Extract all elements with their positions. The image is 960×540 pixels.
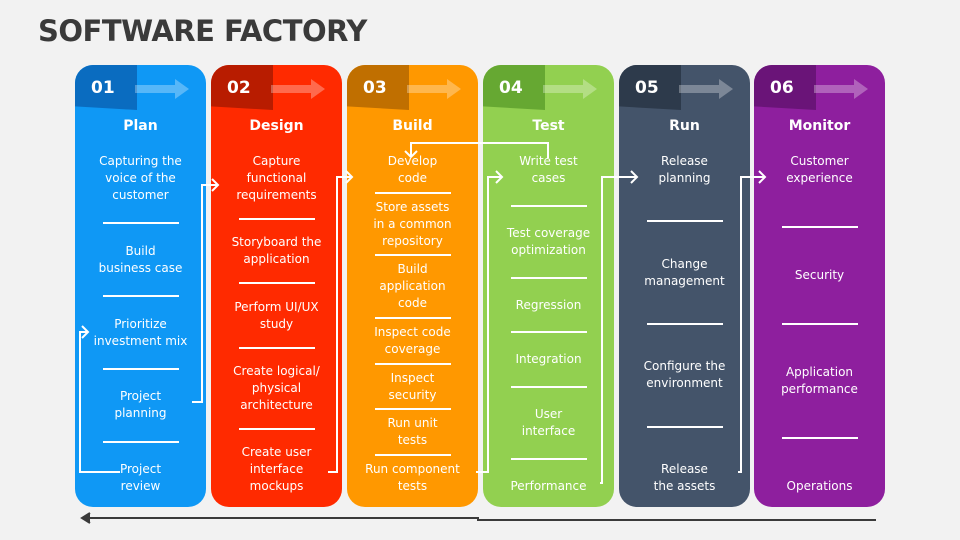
divider [374, 408, 451, 411]
stage-item: Inspect security [388, 370, 437, 402]
stage-name: Monitor [788, 118, 851, 134]
divider [374, 454, 451, 457]
arrow-right-icon [814, 79, 868, 99]
stage-item: Run component tests [365, 461, 460, 493]
stage-item: Run unit tests [387, 416, 438, 448]
divider [646, 322, 723, 325]
stage-header [347, 65, 409, 110]
divider [510, 386, 587, 389]
stage-name: Design [249, 118, 304, 134]
divider [510, 204, 587, 207]
divider [646, 425, 723, 428]
stage-header [75, 65, 137, 110]
divider [102, 295, 179, 298]
arrow-right-icon [679, 79, 733, 99]
divider [374, 317, 451, 320]
stage-item: User interface [521, 407, 576, 439]
stage-item: Customer experience [786, 154, 853, 185]
divider [102, 367, 179, 370]
divider [510, 331, 587, 334]
stage-column-design: 02 Design Capture functional requirements… [211, 65, 342, 507]
stage-item: Create user interface mockups [241, 445, 312, 493]
stage-item: Inspect code coverage [374, 324, 451, 356]
stage-item: Storyboard the application [231, 235, 322, 267]
stage-item: Build application code [379, 262, 446, 311]
stage-column-monitor: 06 Monitor Customer experience Security App… [754, 65, 885, 507]
stage-header [211, 65, 273, 110]
arrow-right-icon [407, 79, 461, 99]
arrow-right-icon [543, 79, 597, 99]
divider [510, 276, 587, 279]
stage-item: Configure the environment [643, 359, 726, 391]
stage-item: Release the assets [653, 461, 716, 493]
stage-item: Performance [510, 478, 587, 493]
slide-title: SOFTWARE FACTORY [38, 14, 367, 48]
divider [238, 218, 315, 221]
stage-item: Prioritize investment mix [93, 316, 188, 348]
stage-item: Perform UI/UX study [234, 299, 319, 331]
stage-item: Project review [119, 462, 162, 493]
stage-item: Security [794, 268, 845, 282]
stage-item: Test coverage optimization [506, 225, 591, 257]
stage-item: Change management [644, 256, 725, 288]
stage-number: 01 [91, 78, 115, 98]
stage-item: Application performance [781, 365, 858, 396]
divider [102, 440, 179, 443]
stage-item: Store assets in a common repository [373, 199, 452, 248]
stage-number: 06 [770, 78, 794, 98]
stage-number: 05 [635, 78, 659, 98]
stage-number: 03 [363, 78, 387, 98]
stage-name: Test [532, 118, 565, 134]
divider [238, 346, 315, 349]
stage-name: Build [392, 118, 433, 134]
stage-item: Capture functional requirements [236, 154, 317, 202]
stage-item: Build business case [98, 243, 183, 275]
stage-column-test: 04 Test Write test cases Test coverage opt… [483, 65, 614, 507]
stage-header [754, 65, 816, 110]
stage-column-build: 03 Build Develop code Store assets in a co… [347, 65, 478, 507]
stage-item: Create logical/ physical architecture [233, 363, 320, 412]
stage-item: Operations [786, 479, 853, 493]
stage-item: Project planning [114, 389, 167, 421]
stage-item: Write test cases [519, 154, 578, 185]
divider [374, 362, 451, 365]
divider [781, 323, 858, 325]
arrowhead-icon [80, 512, 91, 524]
divider [374, 191, 451, 194]
stage-column-run: 05 Run Release planning Change management C… [619, 65, 750, 507]
stage-name: Plan [123, 118, 158, 134]
divider [238, 427, 315, 430]
arrow-right-icon [271, 79, 325, 99]
divider [102, 222, 179, 225]
divider [781, 226, 858, 228]
stage-header [619, 65, 681, 110]
stage-item: Regression [515, 297, 582, 312]
stage-column-plan: 01 Plan Capturing the voice of the custom… [75, 65, 206, 507]
divider [781, 437, 858, 439]
divider [510, 458, 587, 461]
stage-item: Develop code [387, 154, 438, 185]
stage-item: Integration [515, 352, 582, 367]
stage-number: 04 [499, 78, 523, 98]
stage-name: Run [669, 118, 700, 134]
divider [646, 220, 723, 223]
divider [238, 282, 315, 285]
arrow-right-icon [135, 79, 189, 99]
stage-number: 02 [227, 78, 251, 98]
feedback-arrow [82, 517, 876, 521]
divider [374, 254, 451, 257]
stage-item: Capturing the voice of the customer [99, 154, 182, 202]
stage-header [483, 65, 545, 110]
stage-item: Release planning [658, 154, 711, 185]
